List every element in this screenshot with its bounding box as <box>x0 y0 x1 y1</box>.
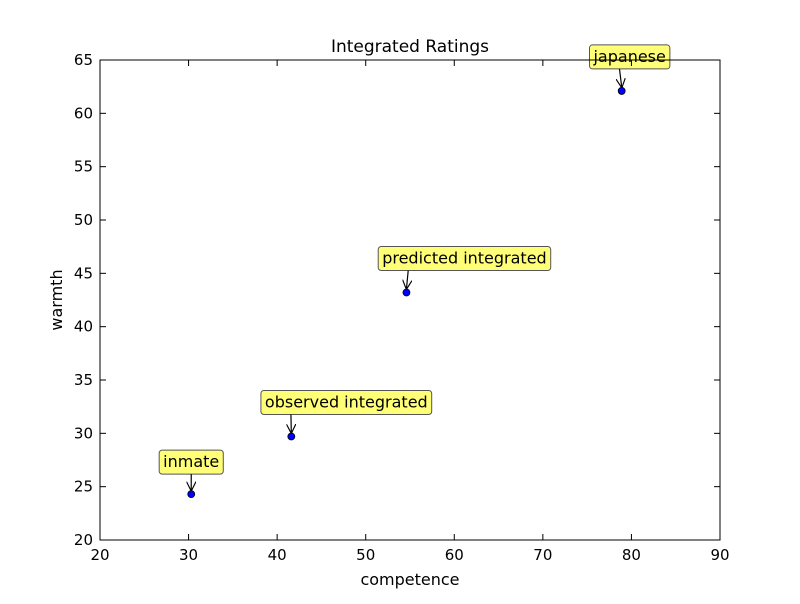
x-tick-label: 40 <box>268 546 287 564</box>
y-tick-label: 30 <box>74 424 93 442</box>
x-tick-label: 60 <box>445 546 464 564</box>
y-tick-label: 55 <box>74 158 93 176</box>
x-axis-label: competence <box>360 570 459 589</box>
data-point <box>618 87 625 94</box>
x-tick-label: 20 <box>90 546 109 564</box>
y-axis-label: warmth <box>47 269 66 330</box>
annotation-label: predicted integrated <box>382 249 547 268</box>
x-tick-label: 50 <box>356 546 375 564</box>
y-tick-label: 40 <box>74 318 93 336</box>
annotation-label: inmate <box>163 452 219 471</box>
annotations-layer: inmate observed integrated predicted integ… <box>159 45 670 490</box>
annotation: japanese <box>589 45 669 87</box>
x-tick-label: 30 <box>179 546 198 564</box>
annotation-label: observed integrated <box>265 393 428 412</box>
chart-title: Integrated Ratings <box>331 37 489 57</box>
data-point <box>188 491 195 498</box>
y-tick-label: 60 <box>74 104 93 122</box>
annotation-label: japanese <box>592 47 665 66</box>
ticks-layer: 20 30 40 50 60 70 80 90 20 25 30 35 40 45 50 55 60 65 <box>74 51 730 564</box>
y-tick-label: 20 <box>74 531 93 549</box>
data-point <box>403 289 410 296</box>
y-tick-label: 35 <box>74 371 93 389</box>
points-layer <box>188 87 625 497</box>
annotation-arrow <box>406 271 408 289</box>
y-tick-label: 65 <box>74 51 93 69</box>
y-tick-label: 25 <box>74 478 93 496</box>
x-tick-label: 80 <box>622 546 641 564</box>
annotation: observed integrated <box>261 391 432 433</box>
y-tick-label: 50 <box>74 211 93 229</box>
annotation: inmate <box>159 450 223 490</box>
x-tick-label: 90 <box>710 546 729 564</box>
data-point <box>288 433 295 440</box>
x-tick-label: 70 <box>533 546 552 564</box>
annotation: predicted integrated <box>378 247 551 289</box>
y-tick-label: 45 <box>74 264 93 282</box>
annotation-arrow <box>619 69 621 87</box>
